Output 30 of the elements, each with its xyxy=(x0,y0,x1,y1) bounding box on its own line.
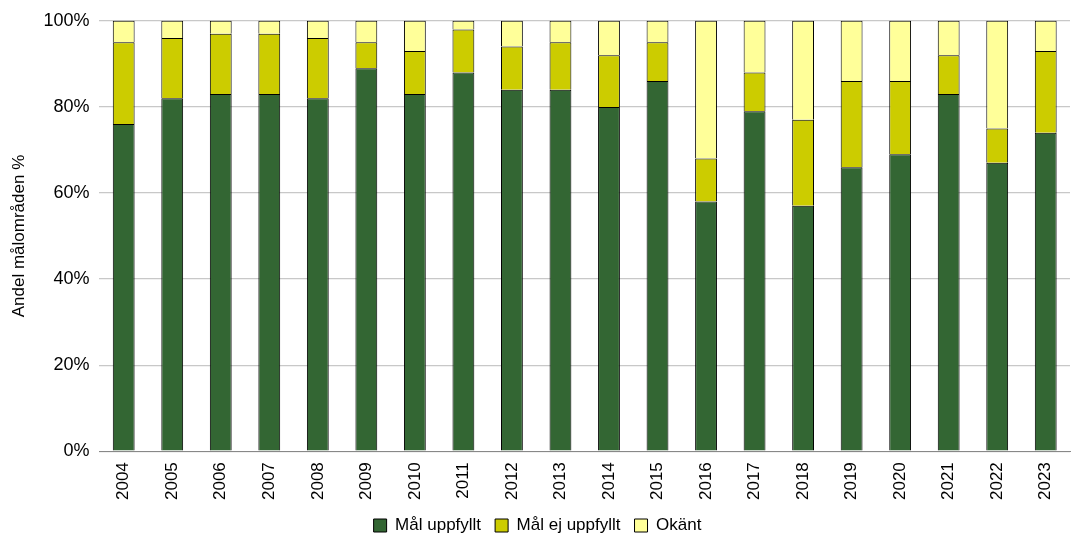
x-tick-label: 2016 xyxy=(695,462,715,501)
legend-label: Mål ej uppfyllt xyxy=(516,515,621,535)
x-tick-label: 2015 xyxy=(647,462,667,501)
x-tick-label: 2010 xyxy=(404,462,424,501)
y-tick-label: 60% xyxy=(53,181,90,202)
x-tick-label: 2008 xyxy=(307,462,327,501)
y-tick-label: 20% xyxy=(53,354,90,375)
y-axis-title: Andel målområden % xyxy=(8,154,28,318)
y-tick-label: 0% xyxy=(63,440,90,461)
x-tick-label: 2021 xyxy=(938,462,958,501)
x-tick-label: 2022 xyxy=(986,462,1006,501)
x-tick-label: 2006 xyxy=(210,462,230,501)
x-tick-label: 2013 xyxy=(550,462,570,501)
x-tick-label: 2017 xyxy=(744,462,764,501)
x-tick-label: 2007 xyxy=(258,462,278,501)
y-tick-label: 80% xyxy=(53,95,90,116)
x-tick-label: 2011 xyxy=(453,462,473,499)
x-tick-label: 2004 xyxy=(113,462,133,501)
x-tick-label: 2012 xyxy=(501,462,521,501)
x-tick-label: 2005 xyxy=(161,462,181,501)
y-tick-label: 100% xyxy=(43,9,90,30)
x-tick-label: 2020 xyxy=(889,462,909,501)
x-tick-label: 2009 xyxy=(356,462,376,501)
legend-label: Okänt xyxy=(656,515,702,535)
x-tick-label: 2019 xyxy=(841,462,861,501)
legend-label: Mål uppfyllt xyxy=(395,515,482,535)
x-tick-label: 2023 xyxy=(1035,462,1055,501)
x-tick-label: 2018 xyxy=(792,462,812,501)
x-tick-label: 2014 xyxy=(598,462,618,501)
y-tick-label: 40% xyxy=(53,268,90,288)
